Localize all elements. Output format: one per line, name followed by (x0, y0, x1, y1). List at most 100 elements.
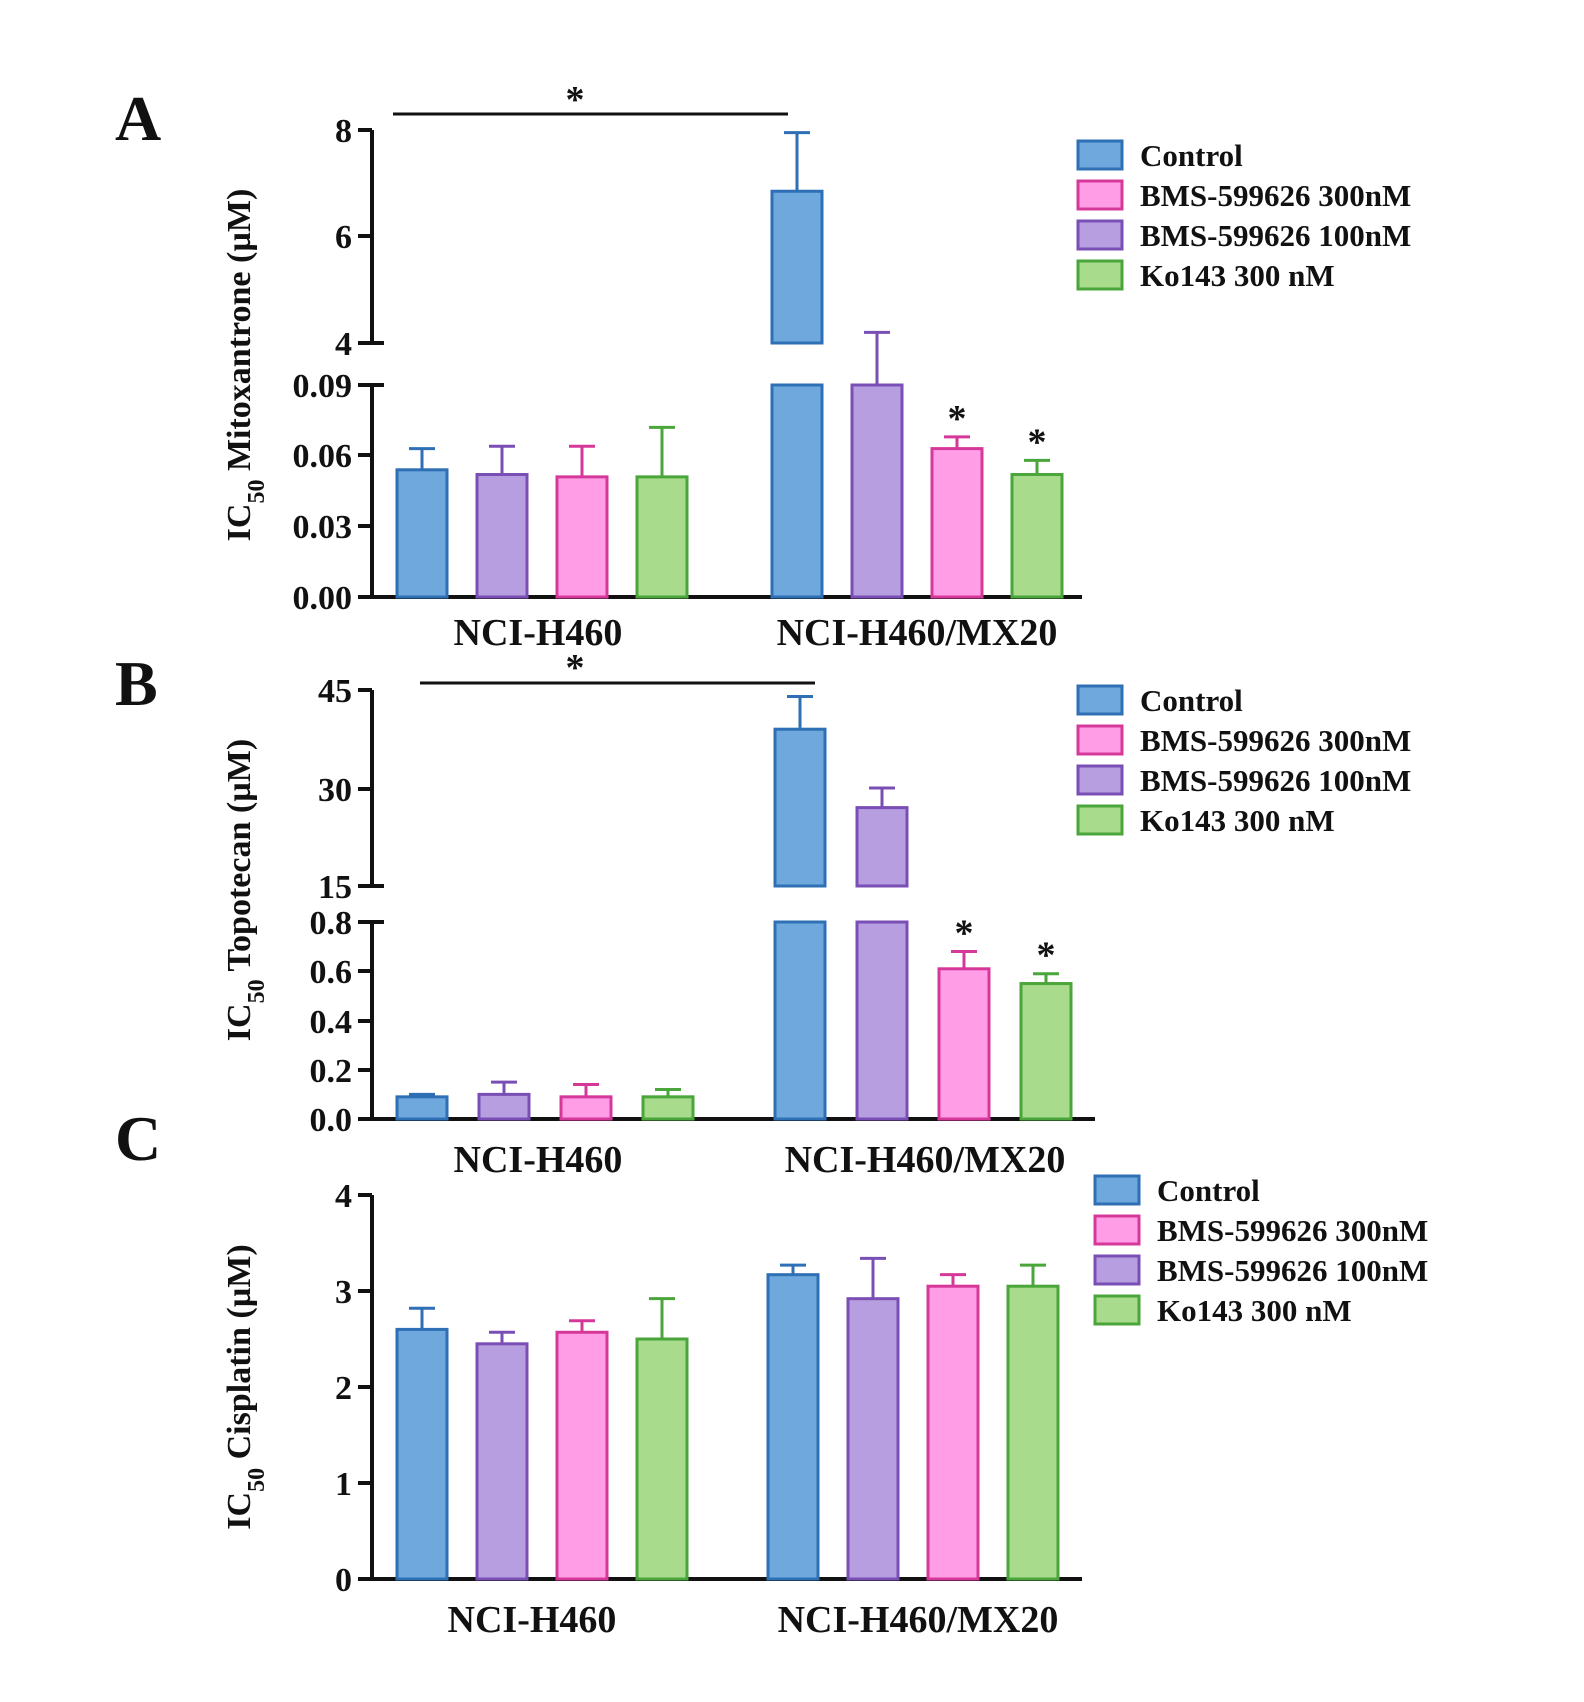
significance-star: * (948, 398, 967, 440)
y-tick-label: 4 (335, 326, 352, 363)
legend-label: BMS-599626 100nM (1157, 1253, 1428, 1288)
panel-letter: A (115, 83, 161, 154)
bar-nci-h460-control (395, 1095, 449, 1121)
y-tick-label: 6 (335, 219, 352, 256)
legend-label: BMS-599626 100nM (1140, 218, 1411, 253)
x-group-label: NCI-H460 (454, 612, 623, 654)
bar-nci-h460-mx20-bms-599626-100nm (846, 1297, 900, 1581)
bar-nci-h460-mx20-ko143-300-nm (1006, 1284, 1060, 1581)
legend-label: Ko143 300 nM (1157, 1293, 1352, 1328)
legend-panel-b: Control BMS-599626 300nM BMS-599626 100nM K… (1076, 683, 1411, 838)
significance-star: * (955, 913, 974, 955)
bar-nci-h460-bms-599626-300nm (555, 1330, 609, 1581)
x-group-label: NCI-H460/MX20 (777, 612, 1058, 654)
bar-nci-h460-mx20-ko143-300-nm (1010, 473, 1064, 599)
legend-label: BMS-599626 300nM (1140, 723, 1411, 758)
x-group-label: NCI-H460/MX20 (778, 1599, 1059, 1641)
panel-b: B IC50 Topotecan (µM) 15 30 45 0.0 0.2 0.4 0.6 0.… (115, 647, 1095, 1181)
y-axis-title: IC50 Cisplatin (µM) (221, 1244, 270, 1529)
legend-swatch-ko143-300-nm (1076, 259, 1124, 291)
y-axis-title-prefix: IC (221, 504, 258, 542)
bar-nci-h460-bms-599626-300nm (555, 475, 609, 599)
bar-nci-h460-bms-599626-300nm (559, 1095, 613, 1121)
y-tick-label: 3 (335, 1274, 352, 1311)
y-tick-label: 0.4 (310, 1004, 353, 1041)
bar-nci-h460-mx20-control-lower (770, 383, 824, 599)
y-axis-title-prefix: IC (221, 1492, 258, 1530)
panel-c: C IC50 Cisplatin (µM) 0 1 2 3 4 NCI-H460 NCI-H46… (115, 1103, 1082, 1641)
y-tick-label: 0.6 (310, 954, 353, 991)
significance-star: * (1037, 935, 1056, 977)
y-axis-title-text: Cisplatin (µM) (221, 1244, 258, 1468)
legend-panel-c: Control BMS-599626 300nM BMS-599626 100nM K… (1093, 1173, 1428, 1328)
y-tick-label: 0.8 (310, 905, 353, 942)
x-group-label: NCI-H460/MX20 (785, 1139, 1066, 1181)
legend-swatch-bms-599626-100nm (1076, 219, 1124, 251)
legend-label: Control (1157, 1173, 1260, 1208)
legend-panel-a: Control BMS-599626 300nM BMS-599626 100nM K… (1076, 138, 1411, 293)
x-group-label: NCI-H460 (448, 1599, 617, 1641)
y-axis-title-prefix: IC (221, 1003, 258, 1041)
legend-label: Ko143 300 nM (1140, 803, 1335, 838)
bar-nci-h460-mx20-bms-599626-300nm (930, 447, 984, 599)
bar-nci-h460-mx20-bms-599626-300nm (937, 967, 991, 1121)
legend-swatch-bms-599626-300nm (1093, 1214, 1141, 1246)
legend-label: Control (1140, 683, 1243, 718)
bar-nci-h460-mx20-ko143-300-nm (1019, 982, 1073, 1121)
legend-swatch-ko143-300-nm (1093, 1294, 1141, 1326)
legend-label: BMS-599626 300nM (1157, 1213, 1428, 1248)
bar-nci-h460-ko143-300-nm (641, 1095, 695, 1121)
y-tick-label: 1 (335, 1466, 352, 1503)
y-tick-label: 45 (318, 673, 352, 710)
y-tick-label: 15 (318, 869, 352, 906)
legend-swatch-control (1093, 1174, 1141, 1206)
legend-swatch-bms-599626-100nm (1076, 764, 1124, 796)
bar-nci-h460-mx20-bms-599626-100nm-lower (850, 383, 904, 599)
y-axis-title-subscript: 50 (244, 1468, 270, 1492)
bar-nci-h460-bms-599626-100nm (475, 473, 529, 599)
y-tick-label: 0.2 (310, 1053, 353, 1090)
bar-nci-h460-ko143-300-nm (635, 1337, 689, 1581)
significance-star: * (566, 79, 585, 121)
y-tick-label: 0.0 (310, 1102, 353, 1139)
bar-nci-h460-mx20-bms-599626-300nm (926, 1284, 980, 1581)
y-tick-label: 0.00 (293, 580, 353, 617)
x-group-label: NCI-H460 (454, 1139, 623, 1181)
panel-letter: C (115, 1103, 161, 1174)
legend-label: Control (1140, 138, 1243, 173)
legend-label: BMS-599626 100nM (1140, 763, 1411, 798)
bar-nci-h460-control (395, 1327, 449, 1581)
bar-nci-h460-mx20-control-upper (773, 727, 827, 888)
y-tick-label: 30 (318, 772, 352, 809)
y-tick-label: 0.06 (293, 438, 353, 475)
bar-nci-h460-bms-599626-100nm (475, 1342, 529, 1581)
y-axis-title-text: Topotecan (µM) (221, 739, 258, 980)
bar-nci-h460-mx20-bms-599626-100nm-upper (855, 806, 909, 888)
bar-nci-h460-mx20-bms-599626-100nm-lower (855, 920, 909, 1121)
legend-swatch-bms-599626-300nm (1076, 724, 1124, 756)
y-axis-title-subscript: 50 (244, 979, 270, 1003)
bar-nci-h460-control (395, 468, 449, 599)
y-axis-title: IC50 Mitoxantrone (µM) (221, 189, 270, 542)
legend-swatch-bms-599626-100nm (1093, 1254, 1141, 1286)
significance-star: * (566, 647, 585, 689)
panel-a: A IC50 Mitoxantrone (µM) 4 6 8 0.00 0.03 0.06 0.… (115, 79, 1082, 654)
bar-nci-h460-mx20-control (766, 1273, 820, 1581)
bar-nci-h460-bms-599626-100nm (477, 1092, 531, 1121)
y-tick-label: 0.03 (293, 509, 353, 546)
y-tick-label: 4 (335, 1178, 352, 1215)
legend-label: BMS-599626 300nM (1140, 178, 1411, 213)
bar-nci-h460-mx20-control-lower (773, 920, 827, 1121)
y-axis-title-text: Mitoxantrone (µM) (221, 189, 258, 480)
legend-swatch-control (1076, 139, 1124, 171)
y-tick-label: 0.09 (293, 368, 353, 405)
legend-swatch-ko143-300-nm (1076, 804, 1124, 836)
significance-star: * (1028, 421, 1047, 463)
y-tick-label: 8 (335, 113, 352, 150)
y-axis-title-subscript: 50 (244, 480, 270, 504)
y-axis-title: IC50 Topotecan (µM) (221, 739, 270, 1041)
y-tick-label: 2 (335, 1370, 352, 1407)
legend-label: Ko143 300 nM (1140, 258, 1335, 293)
legend-swatch-bms-599626-300nm (1076, 179, 1124, 211)
